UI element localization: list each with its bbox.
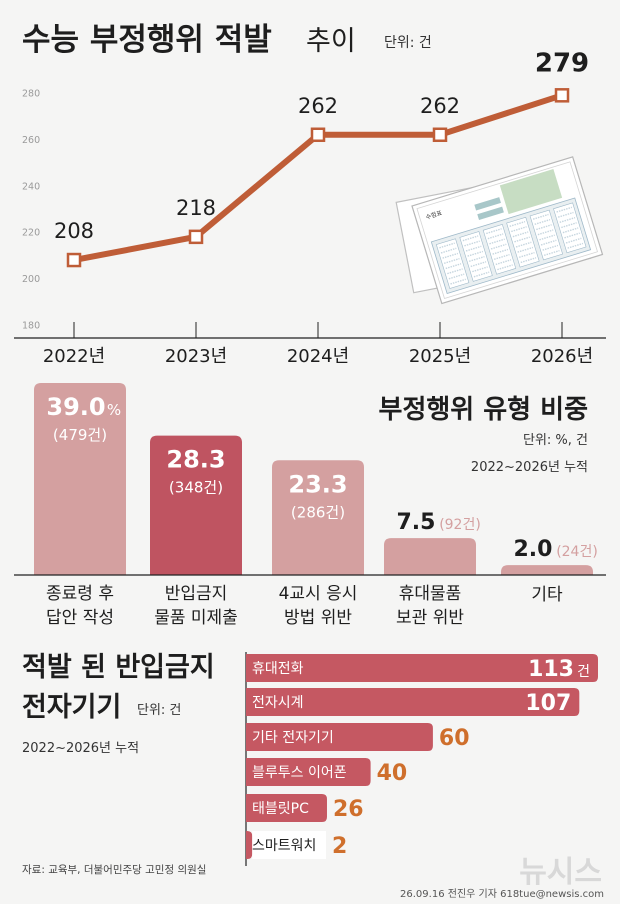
title-suffix: 추이 <box>306 26 356 57</box>
type-count: (348건) <box>169 479 223 497</box>
type-category-label: 4교시 응시 <box>279 584 358 604</box>
devices-title-line: 적발 된 반입금지 <box>22 652 215 683</box>
devices-period: 2022~2026년 누적 <box>22 741 139 756</box>
device-bar <box>246 654 598 682</box>
value-label: 279 <box>535 48 589 78</box>
type-count: (479건) <box>53 426 107 444</box>
answer-sheet-illustration: 수험표 <box>395 156 604 305</box>
type-value: 2.0 <box>514 537 553 562</box>
value-label: 262 <box>420 94 460 118</box>
type-category-label: 종료령 후 <box>46 584 114 604</box>
type-category-label: 답안 작성 <box>46 608 114 628</box>
title-unit: 단위: 건 <box>384 35 432 51</box>
device-value: 107 <box>525 691 571 716</box>
type-value: 7.5 <box>397 510 436 535</box>
types-period: 2022~2026년 누적 <box>471 460 588 475</box>
y-tick-label: 260 <box>22 135 40 146</box>
device-value: 26 <box>333 797 364 822</box>
type-bar <box>272 460 364 575</box>
type-bar <box>150 435 242 575</box>
newsis-logo: 뉴시스 <box>519 855 602 890</box>
types-title: 부정행위 유형 비중 <box>379 395 588 425</box>
device-label: 기타 전자기기 <box>252 730 334 746</box>
y-tick-label: 200 <box>22 274 40 285</box>
y-tick-label: 180 <box>22 321 40 332</box>
device-label: 스마트워치 <box>252 838 316 854</box>
device-value: 113 <box>528 657 574 682</box>
line-points <box>66 88 570 268</box>
type-count: (286건) <box>291 503 345 521</box>
data-point <box>310 127 326 143</box>
source-note: 자료: 교육부, 더불어민주당 고민정 의원실 <box>22 864 206 876</box>
type-category-label: 보관 위반 <box>396 608 464 628</box>
types-unit: 단위: %, 건 <box>523 433 588 448</box>
device-value-unit: 건 <box>577 664 590 680</box>
device-value: 60 <box>439 726 470 751</box>
y-tick-label: 220 <box>22 228 40 239</box>
x-tick-label: 2023년 <box>165 346 227 367</box>
type-category-label: 물품 미제출 <box>154 608 238 628</box>
data-point <box>66 252 82 268</box>
data-point <box>432 127 448 143</box>
type-value: 23.3 <box>288 470 347 498</box>
data-point <box>188 229 204 245</box>
type-value: 39.0 <box>46 393 105 421</box>
device-bar <box>246 688 580 716</box>
type-bar <box>384 538 476 575</box>
device-value: 2 <box>332 834 347 859</box>
type-bar <box>501 565 593 575</box>
devices-unit: 단위: 건 <box>137 703 181 718</box>
type-count: (92건) <box>439 517 481 533</box>
type-category-label: 반입금지 <box>165 584 228 604</box>
type-count: (24건) <box>556 544 598 560</box>
device-bar <box>246 758 371 786</box>
device-label: 블루투스 이어폰 <box>252 765 347 781</box>
device-label: 전자시계 <box>252 695 304 711</box>
device-bar <box>246 831 253 859</box>
x-tick-label: 2025년 <box>409 346 471 367</box>
type-bar <box>34 383 126 575</box>
line-y-ticks: 180 200 220 240 260 280 <box>22 89 40 332</box>
credit-line: 26.09.16 전진우 기자 618tue@newsis.com <box>400 888 604 900</box>
x-tick-label: 2024년 <box>287 346 349 367</box>
line-value-labels: 208 218 262 262 279 <box>54 48 589 243</box>
type-percent-unit: % <box>107 401 121 419</box>
device-label: 휴대전화 <box>252 661 304 677</box>
device-bar <box>246 794 327 822</box>
device-label-bg <box>252 831 326 859</box>
device-bar <box>246 723 433 751</box>
device-label: 태블릿PC <box>252 801 309 817</box>
data-point <box>554 88 570 103</box>
type-value: 28.3 <box>166 446 225 474</box>
type-category-label: 휴대물품 <box>399 584 462 604</box>
y-tick-label: 280 <box>22 89 40 100</box>
device-value: 40 <box>377 761 408 786</box>
x-tick-label: 2026년 <box>531 346 593 367</box>
value-label: 218 <box>176 196 216 220</box>
value-label: 208 <box>54 219 94 243</box>
value-label: 262 <box>298 94 338 118</box>
line-x-labels: 2022년 2023년 2024년 2025년 2026년 <box>43 346 593 367</box>
types-bars: 39.0 %(479건) 28.3 (348건) 23.3 (286건) 7.5 (92건) 2… <box>34 383 598 575</box>
type-category-label: 기타 <box>531 585 563 605</box>
x-tick-label: 2022년 <box>43 346 105 367</box>
type-category-label: 방법 위반 <box>284 608 352 628</box>
y-tick-label: 240 <box>22 181 40 192</box>
line-vertical-guides <box>73 322 563 338</box>
devices-title-line: 전자기기 <box>22 692 121 723</box>
main-title: 수능 부정행위 적발 <box>22 22 272 58</box>
